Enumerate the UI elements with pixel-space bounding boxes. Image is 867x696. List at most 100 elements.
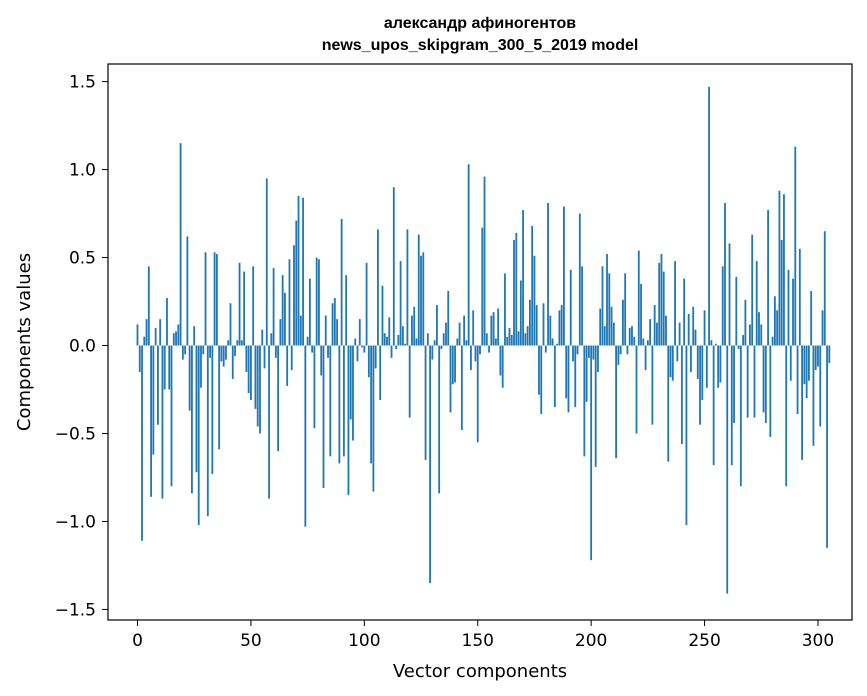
bar <box>386 336 388 346</box>
bar <box>202 345 205 355</box>
bar <box>563 206 565 346</box>
bar <box>422 252 425 346</box>
bar <box>333 298 336 346</box>
bar <box>819 345 822 427</box>
bar <box>544 345 547 353</box>
bar <box>810 290 813 346</box>
y-tick-label: −1.0 <box>55 512 96 532</box>
bar <box>261 329 264 346</box>
bar <box>293 245 295 346</box>
bar <box>508 327 511 346</box>
bar <box>222 345 225 367</box>
bar <box>231 345 234 379</box>
bar <box>367 345 370 378</box>
bar <box>690 345 692 372</box>
bar <box>263 345 266 369</box>
bar <box>633 336 636 346</box>
bar <box>526 326 529 346</box>
bar <box>538 345 540 395</box>
bar <box>522 210 524 346</box>
bar <box>329 345 332 457</box>
bar <box>322 345 325 489</box>
bar <box>265 178 268 346</box>
bar <box>390 345 393 358</box>
bar <box>783 194 785 346</box>
bar <box>778 190 781 346</box>
bar <box>449 345 452 413</box>
bar-series <box>136 86 831 594</box>
bar <box>817 345 819 367</box>
bar <box>143 336 146 346</box>
bar <box>814 345 817 371</box>
bar <box>551 338 554 346</box>
bar <box>431 345 434 360</box>
bar <box>268 345 270 499</box>
bar <box>597 345 599 372</box>
bar <box>615 345 617 459</box>
bar <box>669 345 672 378</box>
bar <box>549 315 552 346</box>
bar <box>524 333 527 346</box>
bar <box>447 290 450 346</box>
bar <box>465 340 468 346</box>
bar <box>823 231 826 346</box>
bar <box>343 345 345 457</box>
bar <box>227 340 230 346</box>
bar <box>658 262 661 346</box>
bar <box>442 333 445 346</box>
bar <box>417 234 420 346</box>
bar <box>479 345 481 355</box>
bar <box>234 345 236 357</box>
bar <box>735 276 738 346</box>
bar <box>411 315 413 346</box>
bar <box>161 345 164 499</box>
bar <box>717 345 720 388</box>
bar <box>229 303 232 346</box>
bar <box>157 345 159 425</box>
bar <box>168 345 171 390</box>
bar <box>315 257 318 346</box>
bar <box>610 306 613 346</box>
bar <box>515 232 518 346</box>
bar <box>454 345 456 383</box>
bar <box>433 340 436 346</box>
bar <box>250 345 252 401</box>
bar <box>363 345 366 353</box>
bar <box>651 345 654 425</box>
bar <box>211 345 214 474</box>
bar <box>361 345 363 348</box>
bar <box>603 326 606 346</box>
bar <box>801 345 803 460</box>
bar <box>646 340 649 346</box>
bar <box>592 345 595 360</box>
x-tick-label: 50 <box>240 631 262 651</box>
bar <box>274 345 277 358</box>
bar <box>345 275 348 346</box>
bar <box>383 333 386 346</box>
bar <box>195 345 198 473</box>
bar <box>159 319 162 346</box>
bar <box>256 345 259 427</box>
bar <box>585 345 588 402</box>
bar <box>590 345 593 561</box>
bar <box>175 331 177 346</box>
bar <box>565 345 568 399</box>
bar <box>392 187 395 346</box>
bar <box>154 327 157 346</box>
bar <box>513 239 515 346</box>
bar <box>699 345 701 425</box>
bar <box>372 345 375 492</box>
bar <box>297 195 300 346</box>
bar <box>635 345 638 434</box>
bar <box>642 338 645 346</box>
bar <box>637 250 640 346</box>
bar <box>243 271 245 346</box>
bar <box>379 345 382 401</box>
bar <box>395 345 397 350</box>
bar <box>426 333 429 346</box>
bar <box>352 345 354 441</box>
x-axis-ticks: 0 50 100 150 200 250 300 <box>132 620 834 651</box>
